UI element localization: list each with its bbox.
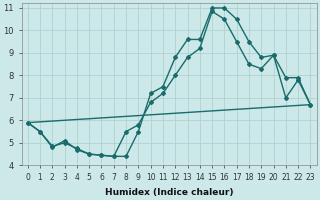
X-axis label: Humidex (Indice chaleur): Humidex (Indice chaleur) bbox=[105, 188, 233, 197]
